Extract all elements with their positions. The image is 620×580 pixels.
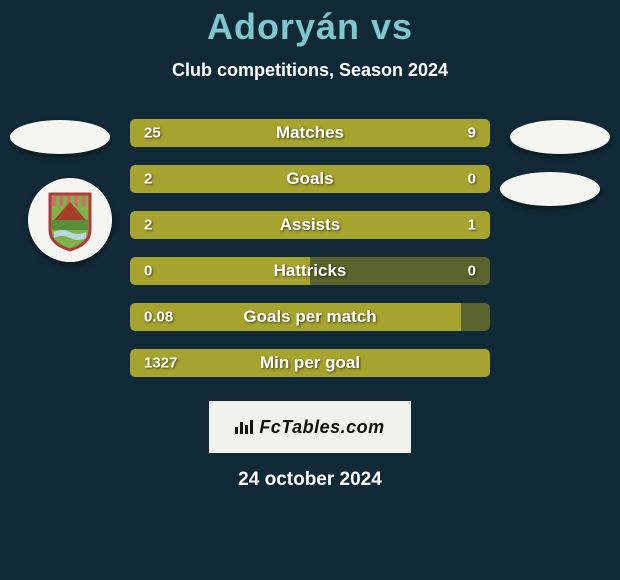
stat-value-left: 25	[144, 125, 161, 142]
stat-label: Goals	[286, 169, 333, 189]
stat-row: 0.08 Goals per match	[130, 303, 490, 331]
subtitle: Club competitions, Season 2024	[0, 60, 620, 81]
stat-label: Goals per match	[243, 307, 376, 327]
stat-label: Hattricks	[274, 261, 347, 281]
stat-label: Min per goal	[260, 353, 360, 373]
date-label: 24 october 2024	[0, 469, 620, 491]
page-title: Adoryán vs	[0, 0, 620, 48]
stat-row: 1327 Min per goal	[130, 349, 490, 377]
stat-value-right: 0	[468, 171, 476, 188]
stat-fill-left	[130, 165, 396, 193]
stat-row: 25 9 Matches	[130, 119, 490, 147]
bars-icon	[235, 420, 253, 434]
stat-label: Assists	[280, 215, 340, 235]
stat-value-left: 2	[144, 171, 152, 188]
stat-value-right: 9	[468, 125, 476, 142]
attribution-box: FcTables.com	[209, 401, 411, 453]
stats-container: 25 9 Matches 2 0 Goals 2 1 Assists 0 0 Hattricks 0.0…	[0, 119, 620, 377]
attribution-label: FcTables.com	[259, 417, 384, 438]
stat-value-left: 2	[144, 217, 152, 234]
stat-row: 2 0 Goals	[130, 165, 490, 193]
stat-value-left: 1327	[144, 355, 177, 372]
content-wrapper: Adoryán vs Club competitions, Season 202…	[0, 0, 620, 491]
stat-row: 2 1 Assists	[130, 211, 490, 239]
stat-value-right: 0	[468, 263, 476, 280]
stat-value-left: 0.08	[144, 309, 173, 326]
stat-fill-left	[130, 119, 396, 147]
stat-label: Matches	[276, 123, 344, 143]
stat-value-left: 0	[144, 263, 152, 280]
stat-row: 0 0 Hattricks	[130, 257, 490, 285]
stat-value-right: 1	[468, 217, 476, 234]
